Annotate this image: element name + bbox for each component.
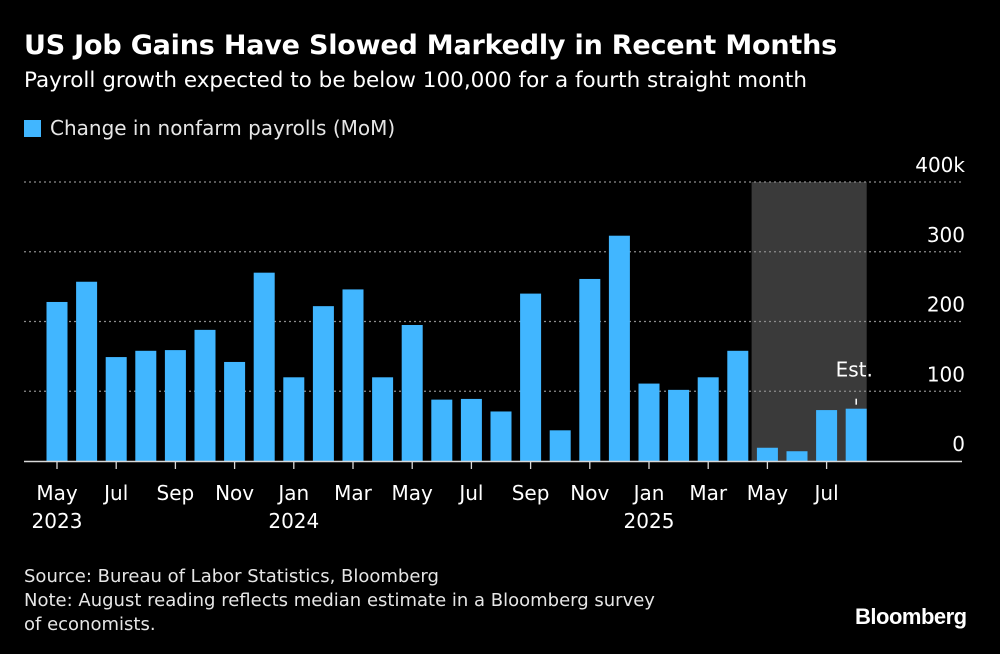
x-tick-label: Jan <box>632 481 665 505</box>
bar <box>727 350 749 461</box>
x-tick-label: May <box>392 481 434 505</box>
bar <box>135 350 157 461</box>
y-tick-label: 400k <box>915 153 965 177</box>
x-tick-label: Mar <box>689 481 728 505</box>
x-tick-label: Nov <box>570 481 609 505</box>
bar <box>579 278 601 461</box>
bar <box>224 361 246 461</box>
x-tick-label: Jan <box>276 481 309 505</box>
bar <box>520 293 542 461</box>
x-tick-label: Mar <box>334 481 373 505</box>
bar <box>253 272 275 461</box>
x-tick-label: May <box>747 481 789 505</box>
bar <box>164 350 186 461</box>
x-tick-label: Sep <box>157 481 195 505</box>
bloomberg-logo: Bloomberg <box>855 604 967 629</box>
x-tick-label: Sep <box>512 481 550 505</box>
bar <box>490 411 512 461</box>
bar <box>283 377 305 461</box>
bar <box>668 389 690 461</box>
source-note: Source: Bureau of Labor Statistics, Bloo… <box>24 566 439 587</box>
bar <box>816 410 838 461</box>
bar <box>342 289 364 461</box>
bar <box>845 408 867 461</box>
x-tick-label: May <box>36 481 78 505</box>
annotation-est-label: Est. <box>836 358 873 382</box>
bar-chart: 0 100 200 300 400k May 2023 Jul Sep Nov Jan 2024 Mar… <box>24 153 965 533</box>
legend: Change in nonfarm payrolls (MoM) <box>24 116 395 140</box>
y-tick-label: 300 <box>927 223 965 247</box>
chart-subtitle: Payroll growth expected to be below 100,… <box>24 68 807 93</box>
bar <box>638 383 660 461</box>
bar <box>46 301 68 461</box>
bar <box>194 329 216 461</box>
bar <box>697 377 719 461</box>
y-tick-label: 0 <box>952 432 965 456</box>
footnote-line-1: Note: August reading reflects median est… <box>24 590 655 611</box>
x-tick-label: Nov <box>215 481 254 505</box>
bar <box>312 306 334 461</box>
footer: Source: Bureau of Labor Statistics, Bloo… <box>24 565 655 637</box>
y-tick-label: 100 <box>927 362 965 386</box>
bar <box>372 377 394 461</box>
x-tick-label: Jul <box>102 481 128 505</box>
chart-title: US Job Gains Have Slowed Markedly in Rec… <box>24 30 837 61</box>
x-tick-year: 2023 <box>32 509 83 533</box>
bar <box>786 451 808 461</box>
x-tick-label: Jul <box>813 481 839 505</box>
x-tick-year: 2025 <box>624 509 675 533</box>
footnote-line-2: of economists. <box>24 614 156 635</box>
bar <box>431 399 453 461</box>
bar <box>401 324 423 461</box>
x-tick-label: Jul <box>457 481 483 505</box>
bar <box>756 447 778 461</box>
bar <box>460 398 482 461</box>
legend-label: Change in nonfarm payrolls (MoM) <box>50 116 396 140</box>
bar <box>549 430 571 461</box>
x-tick-year: 2024 <box>268 509 319 533</box>
y-tick-label: 200 <box>927 293 965 317</box>
bar <box>76 281 98 461</box>
bar <box>105 357 127 461</box>
bar <box>608 235 630 461</box>
legend-swatch <box>24 119 41 137</box>
